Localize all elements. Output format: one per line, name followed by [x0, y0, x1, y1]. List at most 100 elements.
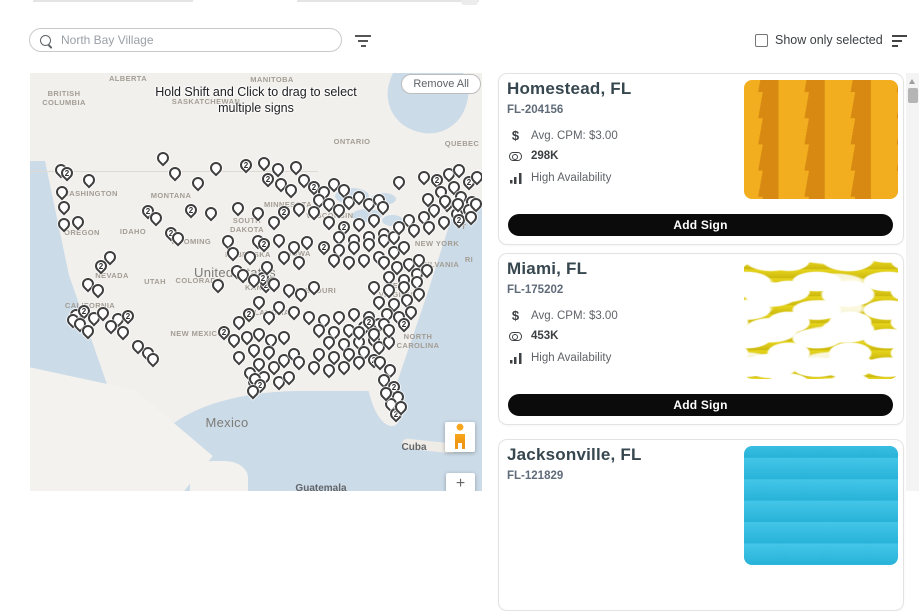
- map-pin[interactable]: [241, 248, 259, 266]
- show-only-selected-checkbox[interactable]: [755, 33, 768, 47]
- map-label: BRITISH COLUMBIA: [42, 89, 86, 107]
- search-field[interactable]: [29, 28, 342, 52]
- map-pin[interactable]: [275, 328, 293, 346]
- remove-all-button[interactable]: Remove All: [401, 74, 481, 94]
- map-pin[interactable]: [255, 154, 273, 172]
- sign-city: Homestead, FL: [507, 79, 632, 98]
- zoom-in-button[interactable]: +: [446, 473, 475, 491]
- water-region: [382, 215, 403, 226]
- sign-id: FL-121829: [507, 470, 564, 482]
- map-pin-cluster[interactable]: 2: [315, 238, 333, 256]
- sign-card[interactable]: Homestead, FL FL-204156 $ Avg. CPM: $3.0…: [498, 73, 904, 245]
- sign-cpm-row: $ Avg. CPM: $3.00: [508, 128, 618, 143]
- list-scrollbar[interactable]: [906, 73, 919, 491]
- scrollbar-up-arrow[interactable]: [909, 79, 915, 84]
- map-pin-cluster[interactable]: 2: [255, 235, 273, 253]
- map-pin[interactable]: [355, 251, 373, 269]
- add-sign-button[interactable]: Add Sign: [508, 394, 893, 416]
- map-pin[interactable]: [53, 183, 71, 201]
- top-divider: [461, 0, 478, 5]
- sign-photo: [744, 260, 898, 379]
- map-pin[interactable]: [300, 308, 318, 326]
- map-pin[interactable]: [202, 204, 220, 222]
- map-pin[interactable]: [298, 233, 316, 251]
- pegman-icon: [445, 422, 475, 452]
- map-pin[interactable]: [290, 253, 308, 271]
- sort-icon[interactable]: [892, 35, 909, 47]
- sign-card[interactable]: Miami, FL FL-175202 $ Avg. CPM: $3.00 45…: [498, 253, 904, 425]
- map-pin-cluster[interactable]: 2: [237, 156, 255, 174]
- sign-impressions-row: 298K: [508, 150, 559, 162]
- map[interactable]: BRITISH COLUMBIA ALBERTA SASKATCHEWAN MANIT…: [30, 73, 482, 491]
- map-pin[interactable]: [154, 149, 172, 167]
- sign-impressions: 298K: [531, 150, 559, 162]
- map-pin[interactable]: [340, 253, 358, 271]
- eye-icon: [508, 151, 523, 161]
- map-pin[interactable]: [330, 308, 348, 326]
- map-label: QUEBEC: [444, 139, 480, 148]
- land-region: [190, 461, 248, 491]
- map-pin[interactable]: [230, 348, 248, 366]
- map-label: MONTANA: [150, 191, 192, 200]
- map-pin-cluster[interactable]: 2: [92, 257, 110, 275]
- map-pin[interactable]: [390, 173, 408, 191]
- map-pin-cluster[interactable]: 2: [182, 201, 200, 219]
- map-pin[interactable]: [69, 213, 87, 231]
- top-divider: [33, 0, 193, 2]
- sign-cpm: Avg. CPM: $3.00: [531, 309, 618, 322]
- sign-id: FL-175202: [507, 284, 564, 296]
- map-pin[interactable]: [365, 278, 383, 296]
- map-pin[interactable]: [345, 305, 363, 323]
- sign-availability-row: High Availability: [508, 352, 611, 364]
- dollar-icon: $: [511, 128, 520, 143]
- sign-card[interactable]: Jacksonville, FL FL-121829 $: [498, 439, 904, 611]
- top-divider: [297, 0, 479, 2]
- map-pin[interactable]: [249, 204, 267, 222]
- map-pin[interactable]: [285, 303, 303, 321]
- search-input[interactable]: [59, 32, 331, 48]
- sign-impressions: 453K: [531, 330, 559, 342]
- map-label: SASKATCHEWAN: [171, 97, 241, 106]
- dollar-icon: $: [511, 308, 520, 323]
- sign-availability: High Availability: [531, 172, 612, 184]
- map-pin[interactable]: [207, 159, 225, 177]
- sign-photo: [744, 80, 898, 199]
- map-hint: Hold Shift and Click to drag to select m…: [155, 85, 357, 115]
- map-label: ALBERTA: [108, 74, 148, 83]
- map-pin[interactable]: [166, 164, 184, 182]
- map-label: UTAH: [144, 277, 166, 286]
- map-label: NEW MEXICO: [170, 329, 224, 338]
- map-pin[interactable]: [189, 174, 207, 192]
- map-pin[interactable]: [380, 281, 398, 299]
- sign-city: Miami, FL: [507, 259, 588, 278]
- pegman-control[interactable]: [445, 422, 475, 452]
- eye-icon: [508, 331, 523, 341]
- sign-city: Jacksonville, FL: [507, 445, 642, 464]
- map-label: ONTARIO: [333, 137, 371, 146]
- add-sign-button[interactable]: Add Sign: [508, 214, 893, 236]
- map-pin[interactable]: [290, 200, 308, 218]
- map-pin-cluster[interactable]: 2: [119, 307, 137, 325]
- map-pin[interactable]: [209, 276, 227, 294]
- map-pin[interactable]: [80, 171, 98, 189]
- map-pin[interactable]: [320, 213, 338, 231]
- show-only-selected-label[interactable]: Show only selected: [775, 33, 883, 47]
- sign-id: FL-204156: [507, 104, 564, 116]
- map-pin[interactable]: [270, 231, 288, 249]
- map-pin-cluster[interactable]: 2: [58, 164, 76, 182]
- map-label: WASHINGTON: [62, 189, 118, 198]
- map-pin[interactable]: [305, 278, 323, 296]
- availability-bars-icon: [508, 352, 523, 364]
- map-pin[interactable]: [55, 198, 73, 216]
- map-pin[interactable]: [229, 199, 247, 217]
- scrollbar-thumb[interactable]: [907, 88, 918, 103]
- map-pin[interactable]: [260, 343, 278, 361]
- search-icon: [40, 34, 51, 46]
- sign-cpm: Avg. CPM: $3.00: [531, 129, 618, 142]
- sign-impressions-row: 453K: [508, 330, 559, 342]
- filter-icon[interactable]: [352, 33, 374, 49]
- map-label: IDAHO: [119, 227, 147, 236]
- map-label: OREGON: [64, 228, 100, 237]
- sign-photo: [744, 446, 898, 565]
- map-pin-cluster[interactable]: 2: [395, 315, 413, 333]
